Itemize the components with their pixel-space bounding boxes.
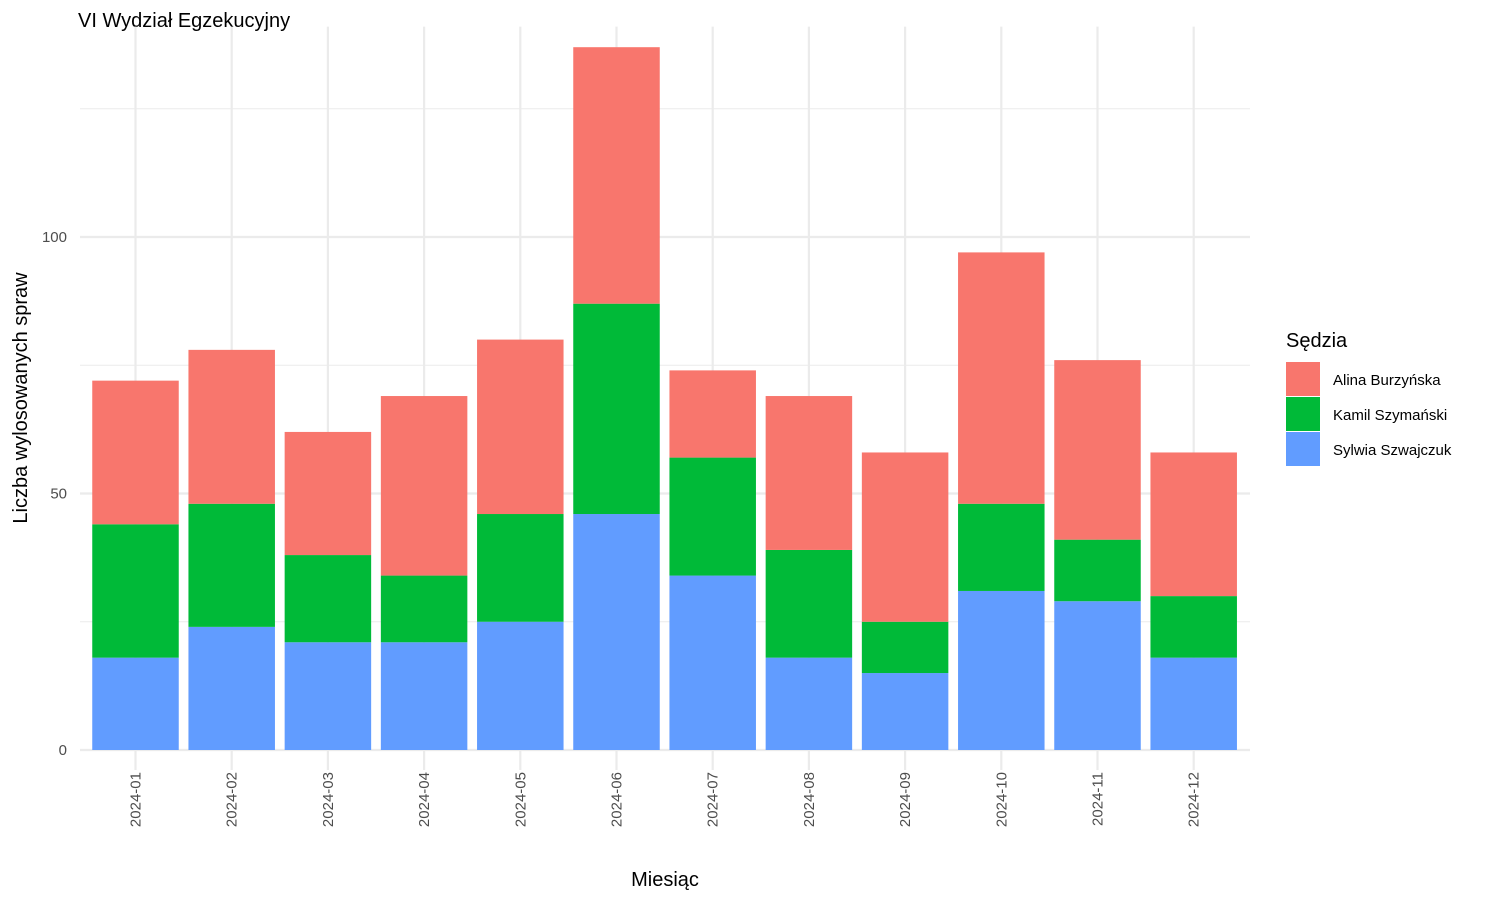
chart-title: VI Wydział Egzekucyjny <box>78 10 290 32</box>
bar-segment-2024-09-alina-burzy-ska <box>861 452 949 622</box>
y-tick-label: 100 <box>42 229 67 246</box>
x-tick-label: 2024-06 <box>609 772 626 827</box>
y-tick-label: 50 <box>50 486 67 503</box>
x-tick-label: 2024-08 <box>801 772 818 827</box>
bar-segment-2024-06-kamil-szyma-ski <box>573 303 660 515</box>
x-axis-ticks: 2024-01 2024-02 2024-03 2024-04 2024-05 2024-… <box>128 772 1203 827</box>
bar-segment-2024-07-alina-burzy-ska <box>669 370 756 458</box>
x-axis-title: Miesiąc <box>631 869 699 891</box>
bar-segment-2024-04-kamil-szyma-ski <box>380 575 468 643</box>
bar-segment-2024-11-alina-burzy-ska <box>1054 360 1141 540</box>
x-tick-label: 2024-01 <box>128 772 145 827</box>
legend-label: Alina Burzyńska <box>1333 372 1441 389</box>
legend-title: Sędzia <box>1286 330 1348 352</box>
bar-segment-2024-09-sylwia-szwajczuk <box>861 673 949 750</box>
legend: Sędzia Alina Burzyńska Kamil Szymański Syl… <box>1286 330 1452 466</box>
x-tick-label: 2024-05 <box>512 772 529 827</box>
bar-segment-2024-01-alina-burzy-ska <box>92 380 179 525</box>
x-tick-label: 2024-12 <box>1186 772 1203 827</box>
legend-swatch <box>1286 397 1320 431</box>
bar-segment-2024-05-kamil-szyma-ski <box>477 514 564 622</box>
bars <box>92 47 1237 750</box>
x-tick-label: 2024-07 <box>705 772 722 827</box>
legend-swatch <box>1286 432 1320 466</box>
bar-segment-2024-05-sylwia-szwajczuk <box>477 621 564 750</box>
bar-segment-2024-08-kamil-szyma-ski <box>765 549 853 658</box>
bar-segment-2024-10-kamil-szyma-ski <box>958 503 1045 591</box>
bar-segment-2024-04-sylwia-szwajczuk <box>380 642 468 750</box>
bar-segment-2024-10-alina-burzy-ska <box>958 252 1045 504</box>
bar-segment-2024-07-kamil-szyma-ski <box>669 457 756 576</box>
bar-segment-2024-01-sylwia-szwajczuk <box>92 657 179 750</box>
bar-segment-2024-10-sylwia-szwajczuk <box>958 590 1045 750</box>
bar-segment-2024-08-alina-burzy-ska <box>765 396 853 550</box>
bar-segment-2024-07-sylwia-szwajczuk <box>669 575 756 750</box>
bar-segment-2024-02-sylwia-szwajczuk <box>188 626 275 750</box>
bar-segment-2024-02-kamil-szyma-ski <box>188 503 275 627</box>
bar-segment-2024-06-alina-burzy-ska <box>573 47 660 304</box>
y-axis-title: Liczba wylosowanych spraw <box>10 272 32 524</box>
x-tick-label: 2024-11 <box>1090 772 1107 826</box>
bar-segment-2024-11-sylwia-szwajczuk <box>1054 601 1141 750</box>
bar-segment-2024-03-kamil-szyma-ski <box>284 555 372 643</box>
legend-label: Kamil Szymański <box>1333 407 1447 424</box>
bar-segment-2024-12-sylwia-szwajczuk <box>1150 657 1237 750</box>
x-tick-label: 2024-09 <box>897 772 914 827</box>
legend-label: Sylwia Szwajczuk <box>1333 442 1452 459</box>
legend-swatch <box>1286 362 1320 396</box>
x-tick-label: 2024-02 <box>224 772 241 827</box>
y-axis-ticks: 0 50 100 <box>42 229 67 759</box>
bar-segment-2024-02-alina-burzy-ska <box>188 349 275 504</box>
bar-segment-2024-04-alina-burzy-ska <box>380 396 468 576</box>
x-tick-label: 2024-04 <box>416 772 433 827</box>
bar-segment-2024-05-alina-burzy-ska <box>477 339 564 515</box>
bar-segment-2024-01-kamil-szyma-ski <box>92 524 179 658</box>
y-tick-label: 0 <box>59 742 67 759</box>
x-tick-label: 2024-03 <box>320 772 337 827</box>
bar-segment-2024-09-kamil-szyma-ski <box>861 621 949 674</box>
bar-segment-2024-03-alina-burzy-ska <box>284 431 372 556</box>
bar-segment-2024-12-alina-burzy-ska <box>1150 452 1237 597</box>
bar-segment-2024-12-kamil-szyma-ski <box>1150 596 1237 658</box>
bar-segment-2024-11-kamil-szyma-ski <box>1054 539 1141 602</box>
bar-segment-2024-06-sylwia-szwajczuk <box>573 514 660 750</box>
x-tick-label: 2024-10 <box>993 772 1010 827</box>
bar-segment-2024-08-sylwia-szwajczuk <box>765 657 853 750</box>
bar-segment-2024-03-sylwia-szwajczuk <box>284 642 372 750</box>
